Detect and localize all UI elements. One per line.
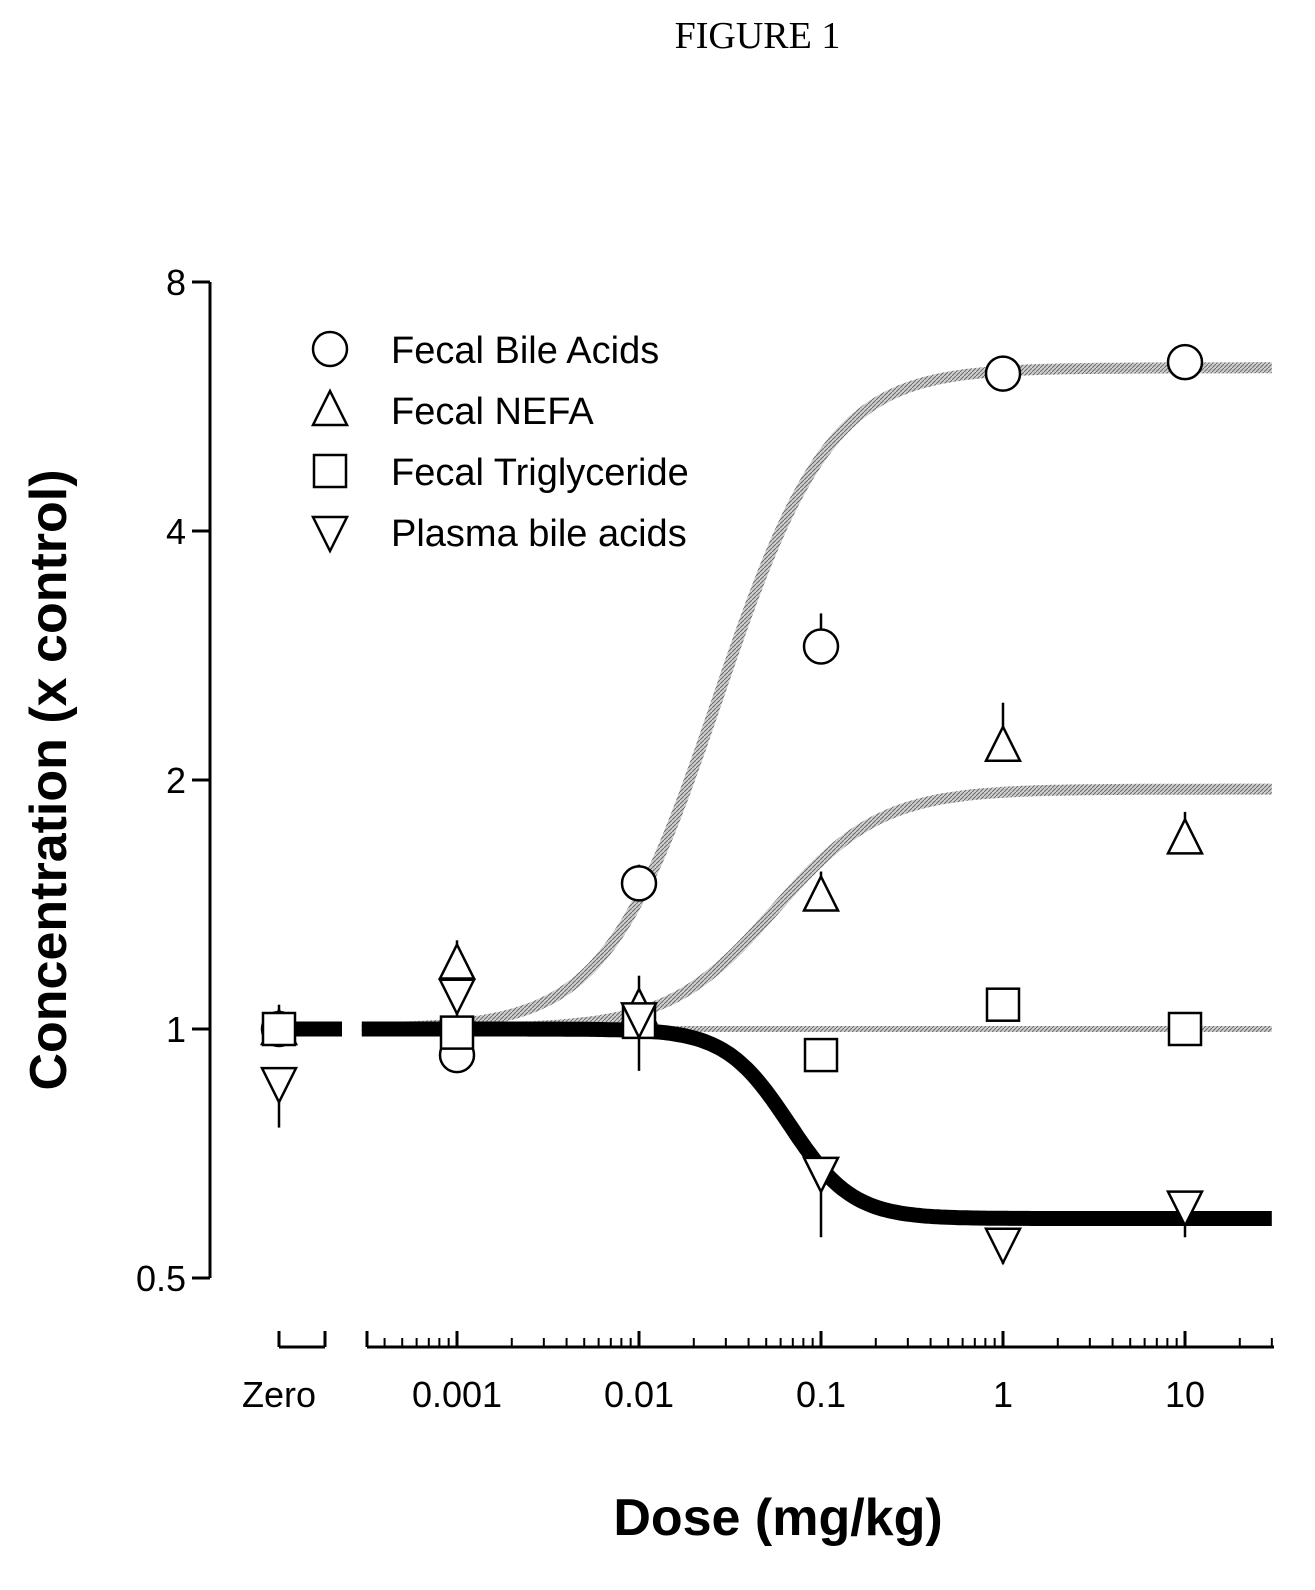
legend-label: Plasma bile acids [391, 513, 687, 555]
legend-marker-fecal-bile-acids [311, 330, 349, 368]
point-plasma-bile-acids [619, 1002, 659, 1041]
x-tick-label-zero: Zero [242, 1374, 316, 1415]
point-plasma-bile-acids [259, 1066, 299, 1105]
point-fecal-triglyceride [803, 1037, 839, 1073]
x-axis-title: Dose (mg/kg) [613, 1489, 942, 1547]
legend-marker-fecal-triglyceride [312, 453, 348, 489]
point-plasma-bile-acids [437, 978, 477, 1017]
point-fecal-nefa [437, 941, 477, 980]
data-points [259, 343, 1205, 1266]
point-fecal-nefa [801, 873, 841, 912]
point-fecal-bile-acids [620, 865, 658, 902]
tick-labels: 0.5 1 2 4 8 Zero 0.001 0.01 0.1 1 10 [136, 262, 1205, 1415]
legend-label: Fecal NEFA [391, 391, 594, 433]
legend-item-fecal-triglyceride: Fecal Triglyceride [312, 452, 689, 494]
legend-label: Fecal Triglyceride [391, 452, 689, 494]
point-plasma-bile-acids [1165, 1190, 1205, 1229]
point-plasma-bile-acids [801, 1156, 841, 1195]
legend-item-fecal-nefa: Fecal NEFA [310, 388, 594, 433]
x-tick-label: 0.01 [604, 1374, 674, 1415]
legend-marker-fecal-nefa [310, 388, 350, 427]
legend-label: Fecal Bile Acids [391, 330, 659, 372]
x-tick-label: 1 [993, 1374, 1013, 1415]
point-fecal-bile-acids [1166, 343, 1204, 381]
point-fecal-triglyceride [1167, 1011, 1203, 1047]
y-axis-title: Concentration (x control) [20, 469, 78, 1090]
y-tick-label: 2 [166, 760, 186, 801]
y-tick-label: 8 [166, 262, 186, 303]
point-fecal-nefa [1165, 816, 1205, 855]
point-fecal-bile-acids [984, 355, 1022, 392]
fit-curve-fecal-bile-acids [361, 362, 1272, 1034]
point-fecal-triglyceride [985, 987, 1021, 1022]
point-fecal-triglyceride [261, 1011, 297, 1047]
y-tick-label: 0.5 [136, 1258, 186, 1299]
point-fecal-nefa [983, 723, 1023, 763]
legend-item-fecal-bile-acids: Fecal Bile Acids [311, 330, 659, 372]
x-tick-label: 0.1 [796, 1374, 846, 1415]
point-plasma-bile-acids [983, 1227, 1023, 1266]
axes [192, 280, 1274, 1349]
point-fecal-triglyceride [439, 1015, 475, 1050]
legend: Fecal Bile Acids Fecal NEFA Fecal Triglyce… [310, 330, 689, 555]
fit-curves [264, 362, 1272, 1226]
point-fecal-bile-acids [802, 628, 840, 665]
legend-item-plasma-bile-acids: Plasma bile acids [310, 513, 687, 555]
x-tick-label: 10 [1165, 1374, 1205, 1415]
y-tick-label: 4 [166, 511, 186, 552]
x-tick-label: 0.001 [412, 1374, 502, 1415]
legend-marker-plasma-bile-acids [310, 515, 350, 554]
figure-title: FIGURE 1 [674, 15, 841, 57]
y-tick-label: 1 [166, 1009, 186, 1050]
